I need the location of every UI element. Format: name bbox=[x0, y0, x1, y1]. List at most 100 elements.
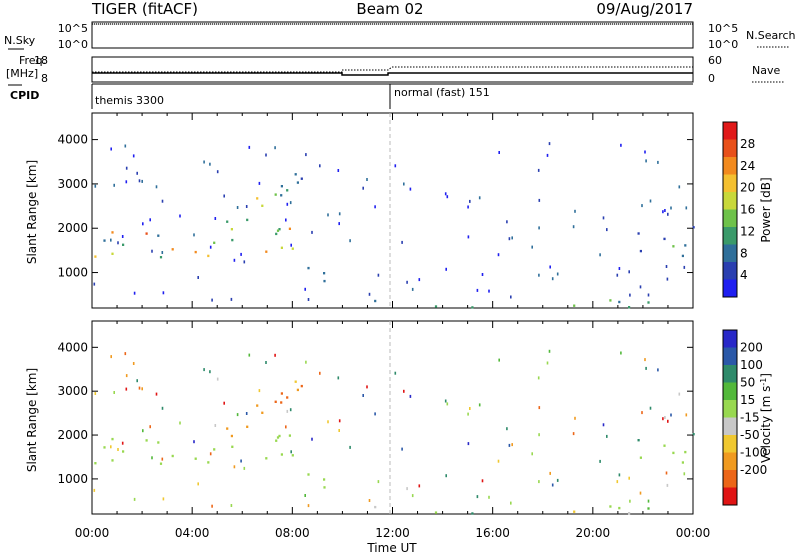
power-speckle bbox=[209, 162, 211, 166]
power-cell bbox=[111, 252, 114, 255]
velocity-cell bbox=[294, 380, 297, 383]
power-cell bbox=[288, 227, 291, 230]
velocity-speckle bbox=[258, 389, 261, 393]
power-cell bbox=[226, 220, 229, 223]
velocity-cell bbox=[471, 512, 474, 515]
power-cell bbox=[374, 299, 377, 303]
velocity-speckle bbox=[618, 473, 621, 477]
radar-title: TIGER (fitACF) bbox=[91, 0, 198, 18]
velocity-speckle bbox=[374, 412, 376, 416]
velocity-speckle bbox=[161, 406, 164, 410]
power-speckle bbox=[110, 238, 112, 242]
power-cell bbox=[296, 181, 299, 184]
velocity-speckle bbox=[645, 366, 647, 370]
velocity-cell bbox=[230, 434, 233, 438]
colorbar-swatch bbox=[723, 244, 737, 263]
velocity-cell bbox=[122, 450, 125, 453]
power-speckle bbox=[647, 293, 650, 297]
velocity-speckle bbox=[647, 499, 650, 503]
freq-trace bbox=[92, 72, 693, 76]
velocity-cell bbox=[256, 404, 259, 407]
velocity-speckle bbox=[467, 442, 470, 446]
velocity-speckle bbox=[209, 370, 211, 374]
freq-panel bbox=[91, 56, 694, 83]
velocity-speckle bbox=[508, 443, 511, 447]
nsky-label: N.Sky bbox=[4, 34, 36, 47]
power-cell bbox=[300, 177, 303, 180]
power-cell bbox=[663, 237, 666, 241]
y-tick-label: 2000 bbox=[57, 428, 88, 442]
power-speckle bbox=[602, 216, 605, 220]
power-speckle bbox=[665, 265, 668, 268]
velocity-speckle bbox=[481, 479, 484, 483]
power-speckle bbox=[233, 258, 236, 262]
nave-label: Nave bbox=[752, 64, 780, 77]
velocity-speckle bbox=[639, 491, 642, 495]
velocity-colorbar-tick: -100 bbox=[740, 446, 767, 460]
power-speckle bbox=[506, 220, 508, 224]
velocity-speckle bbox=[556, 478, 559, 482]
power-cell bbox=[323, 279, 326, 283]
velocity-speckle bbox=[616, 480, 619, 484]
power-speckle bbox=[338, 222, 340, 226]
power-speckle bbox=[142, 222, 144, 226]
power-speckle bbox=[616, 273, 619, 277]
power-speckle bbox=[362, 186, 364, 190]
velocity-speckle bbox=[666, 483, 669, 487]
velocity-cell bbox=[288, 434, 291, 437]
velocity-cell bbox=[226, 427, 229, 430]
power-cell bbox=[265, 250, 268, 253]
velocity-speckle bbox=[401, 447, 403, 451]
y-tick-label: 3000 bbox=[57, 177, 88, 191]
power-speckle bbox=[286, 202, 289, 206]
velocity-speckle bbox=[209, 452, 212, 456]
velocity-cell bbox=[684, 450, 687, 454]
power-cell bbox=[647, 301, 650, 304]
velocity-speckle bbox=[179, 421, 181, 425]
power-speckle bbox=[93, 282, 96, 286]
power-cell bbox=[294, 173, 297, 176]
power-speckle bbox=[629, 293, 631, 297]
freq-tick-top: 18 bbox=[34, 54, 48, 67]
velocity-cell bbox=[159, 462, 163, 465]
power-speckle bbox=[223, 194, 225, 198]
velocity-speckle bbox=[670, 413, 672, 417]
power-speckle bbox=[538, 273, 540, 277]
velocity-data-cells bbox=[93, 349, 695, 515]
velocity-speckle bbox=[151, 456, 153, 460]
velocity-cell bbox=[171, 454, 174, 458]
power-colorbar-tick: 20 bbox=[740, 181, 755, 195]
velocity-speckle bbox=[304, 494, 306, 497]
velocity-speckle bbox=[667, 419, 669, 423]
velocity-speckle bbox=[572, 432, 575, 436]
velocity-speckle bbox=[216, 377, 219, 381]
velocity-cell bbox=[276, 436, 280, 439]
power-speckle bbox=[197, 276, 199, 279]
power-speckle bbox=[510, 295, 512, 299]
power-speckle bbox=[537, 168, 540, 172]
colorbar-swatch bbox=[723, 330, 737, 348]
velocity-speckle bbox=[606, 434, 608, 438]
power-speckle bbox=[488, 289, 490, 293]
velocity-cell bbox=[609, 505, 612, 508]
power-speckle bbox=[243, 260, 246, 264]
power-speckle bbox=[551, 277, 554, 281]
velocity-cell bbox=[231, 445, 234, 448]
velocity-speckle bbox=[245, 412, 248, 415]
power-speckle bbox=[311, 230, 313, 234]
power-cell bbox=[291, 247, 294, 250]
power-cell bbox=[159, 256, 163, 259]
velocity-colorbar-tick: -50 bbox=[740, 428, 760, 442]
power-cell bbox=[609, 299, 612, 302]
power-cell bbox=[323, 272, 326, 275]
power-speckle bbox=[476, 288, 479, 292]
power-speckle bbox=[230, 297, 233, 301]
beam-title: Beam 02 bbox=[356, 0, 423, 18]
velocity-speckle bbox=[149, 425, 151, 429]
power-speckle bbox=[511, 236, 513, 240]
cpid-label: CPID bbox=[10, 89, 39, 102]
velocity-speckle bbox=[657, 368, 659, 372]
power-speckle bbox=[374, 205, 376, 209]
velocity-speckle bbox=[538, 406, 541, 410]
power-colorbar-tick: 8 bbox=[740, 246, 748, 260]
